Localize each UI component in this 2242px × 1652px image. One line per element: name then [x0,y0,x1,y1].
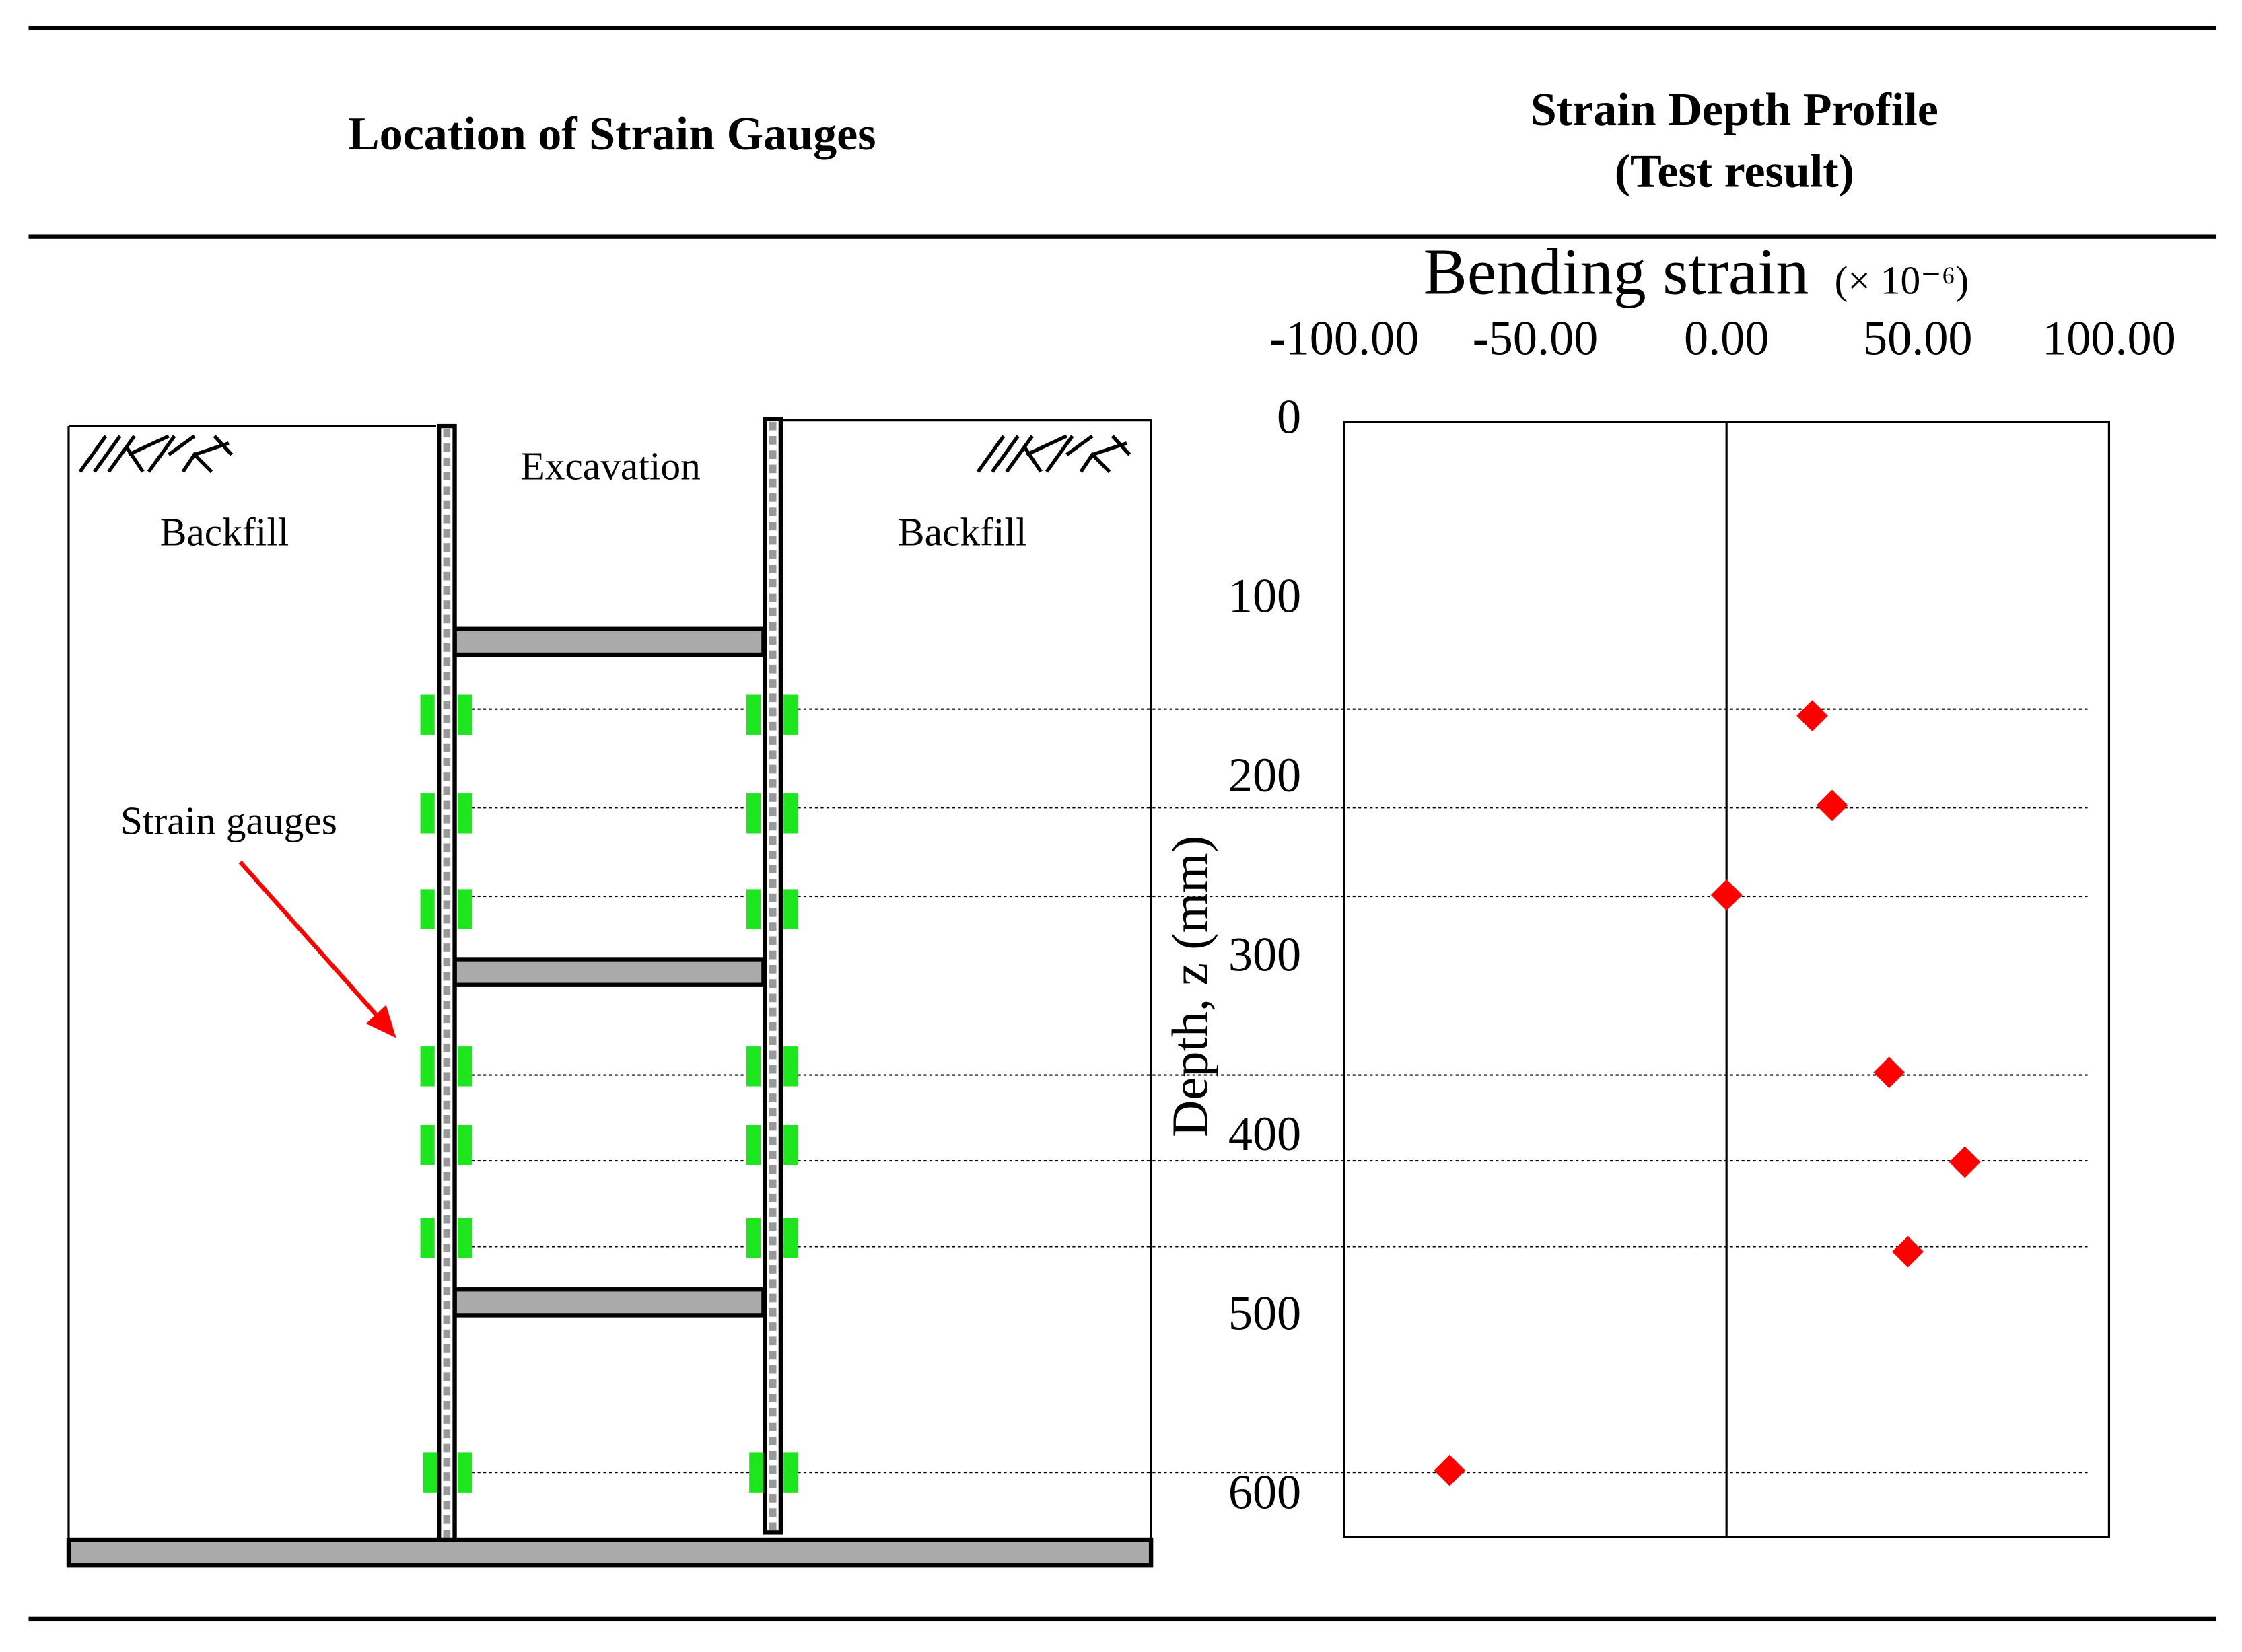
x-tick-label: 0.00 [1684,311,1769,365]
diagram-label: Backfill [160,509,289,554]
rule [28,26,2216,30]
y-tick-label: 200 [1228,748,1301,802]
gauges [420,694,798,1493]
strut [452,1287,766,1318]
point [1434,1454,1466,1486]
diagram-label: Strain gauges [120,798,337,842]
y-tick-label: 100 [1228,569,1301,623]
point [1710,879,1743,911]
arrow [238,860,381,1019]
header-title: (Test result) [1615,145,1854,197]
x-tick-label: 100.00 [2042,311,2176,365]
y-axis-title: Depth, z (mm) [1162,836,1219,1137]
wall [763,417,783,1535]
gauge-lines [472,708,2091,1474]
rule [28,1616,2216,1622]
point [1816,789,1848,822]
x-axis-title: Bending strain [1424,236,1809,309]
x-tick-label: -50.00 [1473,311,1599,365]
point [1949,1146,1981,1178]
y-tick-label: 500 [1228,1286,1301,1340]
header-title: Location of Strain Gauges [348,108,876,160]
diagram-label: Backfill [898,509,1027,554]
point [1873,1056,1905,1089]
strut [452,957,766,987]
y-tick-label: 400 [1228,1107,1301,1161]
soil-symbol [78,434,234,473]
header-title: Strain Depth Profile [1531,84,1938,136]
y-tick-label: 300 [1228,928,1301,982]
base [66,1537,1154,1568]
arrow-head [365,1005,396,1038]
rule [28,234,2216,239]
x-tick-label: -100.00 [1269,311,1420,365]
diagram-label: Excavation [520,444,701,489]
soil-symbol [976,434,1131,473]
y-tick-label: 600 [1228,1466,1301,1519]
backfill-box [67,419,1152,1542]
point [1892,1235,1924,1268]
point [1796,700,1828,731]
x-axis-unit: (× 10⁻⁶) [1835,258,1969,302]
strut [452,626,766,657]
y-tick-label: 0 [1277,390,1301,443]
x-tick-label: 50.00 [1863,311,1973,365]
diagram [66,417,2091,1568]
